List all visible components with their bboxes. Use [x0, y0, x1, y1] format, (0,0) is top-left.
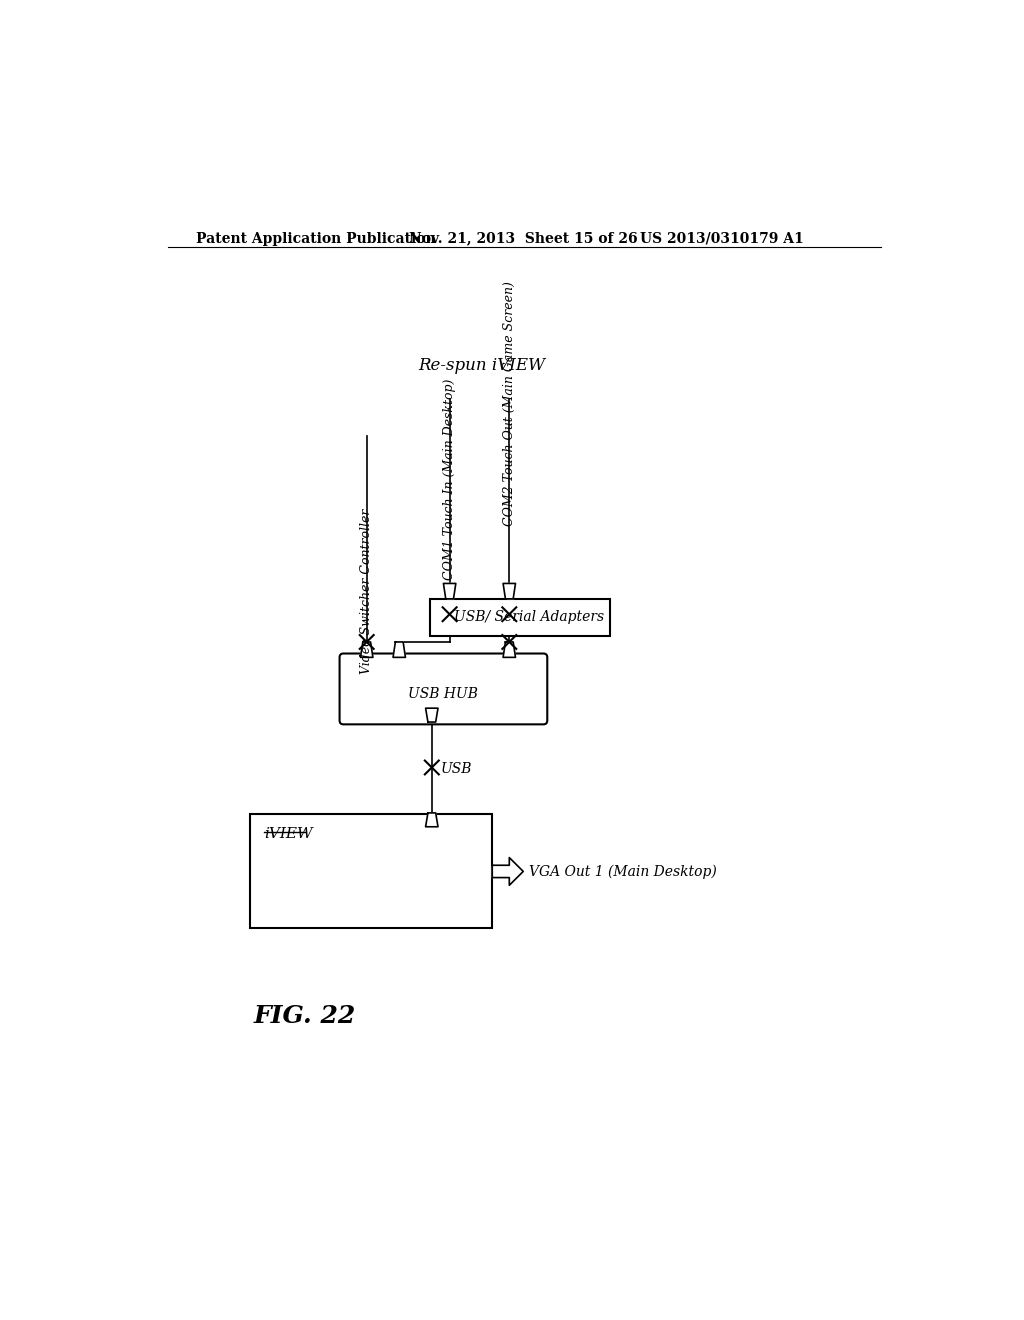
Text: COM2 Touch Out (Main Game Screen): COM2 Touch Out (Main Game Screen) [503, 281, 516, 527]
Text: COM1 Touch In (Main Desktop): COM1 Touch In (Main Desktop) [443, 379, 456, 581]
Polygon shape [503, 642, 515, 657]
Polygon shape [443, 583, 456, 599]
Text: iVIEW: iVIEW [264, 826, 313, 841]
Polygon shape [426, 708, 438, 722]
Text: USB: USB [441, 762, 473, 776]
Polygon shape [426, 813, 438, 826]
Text: VGA Out 1 (Main Desktop): VGA Out 1 (Main Desktop) [529, 865, 717, 879]
Bar [430, 599, 610, 636]
FancyBboxPatch shape [340, 653, 547, 725]
Bar [251, 814, 493, 928]
Text: USB/ Serial Adapters: USB/ Serial Adapters [455, 610, 604, 624]
Text: Re-spun iVIEW: Re-spun iVIEW [419, 358, 546, 374]
Polygon shape [503, 583, 515, 599]
Text: Patent Application Publication: Patent Application Publication [197, 231, 436, 246]
Text: USB HUB: USB HUB [409, 686, 478, 701]
Text: Nov. 21, 2013  Sheet 15 of 26: Nov. 21, 2013 Sheet 15 of 26 [409, 231, 637, 246]
Polygon shape [393, 642, 406, 657]
Text: FIG. 22: FIG. 22 [254, 1003, 355, 1028]
Polygon shape [360, 642, 373, 657]
Polygon shape [493, 858, 523, 886]
Text: US 2013/0310179 A1: US 2013/0310179 A1 [640, 231, 803, 246]
Text: Video Switcher Controller: Video Switcher Controller [360, 510, 373, 675]
